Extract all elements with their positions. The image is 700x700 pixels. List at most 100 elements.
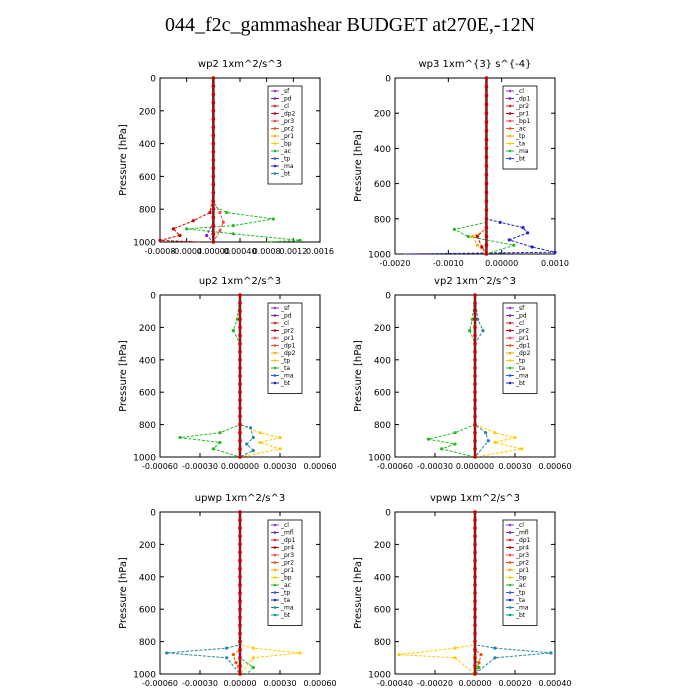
legend-marker [508, 149, 512, 153]
legend-label: _mfl [280, 530, 294, 537]
zero-profile-marker [473, 558, 477, 563]
zero-profile-marker [211, 240, 216, 244]
legend-label: _pr3 [280, 118, 294, 125]
zero-profile-marker [473, 518, 477, 522]
zero-profile-marker [473, 615, 477, 620]
legend-marker [508, 538, 512, 542]
y-tick-label: 1000 [133, 239, 156, 249]
legend-box [267, 519, 303, 626]
legend-marker [273, 591, 277, 594]
y-tick-label: 200 [374, 110, 391, 120]
y-axis-label: Pressure [hPa] [353, 340, 364, 412]
legend-label: _pr1 [515, 335, 529, 342]
legend-label: _pr1 [280, 335, 294, 342]
series-point [470, 317, 474, 321]
legend-marker [273, 351, 277, 355]
legend-marker [273, 314, 277, 317]
series-point [466, 234, 470, 238]
zero-profile-marker [238, 591, 242, 595]
series-point [475, 234, 479, 238]
x-tick-label: -0.00060 [377, 462, 413, 471]
series-point [225, 656, 229, 660]
y-tick-label: 800 [139, 421, 156, 431]
zero-profile-marker [238, 518, 242, 522]
series-point [178, 435, 182, 440]
y-tick-label: 200 [374, 324, 391, 334]
legend-marker [273, 606, 277, 609]
zero-profile-marker [211, 182, 216, 187]
zero-profile-marker [473, 333, 477, 338]
series-point [512, 243, 516, 247]
zero-profile-marker [473, 374, 477, 378]
y-axis-label: Pressure [hPa] [118, 557, 129, 629]
zero-profile-marker [473, 439, 477, 443]
zero-profile-marker [473, 390, 477, 395]
zero-profile-marker [238, 366, 242, 370]
x-tick-label: 0.00000 [223, 679, 256, 688]
zero-profile-marker [211, 223, 216, 228]
zero-profile-marker [473, 398, 477, 403]
figure-title: 044_f2c_gammashear BUDGET at270E,-12N [164, 14, 536, 36]
zero-profile-marker [238, 558, 242, 563]
legend-marker [273, 523, 277, 527]
x-tick-label: -0.00030 [182, 462, 218, 471]
zero-profile-marker [484, 181, 489, 186]
zero-profile-marker [238, 599, 242, 603]
legend-label: _ac [515, 126, 526, 133]
legend-label: _cl [280, 103, 289, 110]
zero-profile-marker [238, 293, 242, 297]
legend-marker [508, 344, 512, 347]
x-tick-label: -0.00030 [182, 679, 218, 688]
y-tick-label: 0 [385, 509, 391, 519]
zero-profile-marker [484, 190, 489, 195]
zero-profile-marker [238, 510, 242, 514]
legend-marker [273, 366, 277, 370]
zero-profile-marker [238, 390, 242, 395]
zero-profile-marker [484, 146, 489, 151]
zero-profile-marker [211, 133, 216, 138]
legend-marker [273, 344, 277, 347]
series-point [530, 245, 534, 249]
chart-title: wp2 1xm^2/s^3 [198, 59, 282, 70]
legend-marker [273, 157, 277, 160]
zero-profile-marker [473, 583, 477, 587]
x-tick-label: 0.00060 [303, 679, 336, 688]
legend-label: _sf [280, 305, 290, 312]
legend-marker [508, 613, 512, 617]
zero-profile-marker [473, 358, 477, 362]
series-point [158, 238, 162, 242]
zero-profile-marker [211, 199, 216, 203]
y-tick-label: 200 [374, 541, 391, 551]
zero-profile-marker [238, 672, 242, 676]
legend-label: _dp1 [515, 96, 531, 103]
zero-profile-marker [484, 243, 489, 247]
y-tick-label: 200 [139, 107, 156, 117]
zero-profile-marker [473, 422, 477, 427]
x-tick-label: -0.00030 [417, 462, 453, 471]
legend-label: _pr4 [515, 545, 529, 552]
legend-marker [273, 329, 277, 332]
legend-label: _pd [515, 313, 527, 320]
y-tick-label: 600 [374, 389, 391, 399]
zero-profile-marker [211, 100, 216, 105]
series-point [221, 220, 225, 224]
series-point [251, 448, 255, 453]
chart-title: wp3 1xm^{3} s^{-4} [418, 59, 531, 70]
y-tick-label: 400 [139, 356, 156, 366]
legend-label: _dp1 [515, 343, 531, 350]
zero-profile-marker [473, 599, 477, 603]
zero-profile-marker [238, 647, 242, 652]
legend: _sf_pd_cl_pr2_pr1_dp1_dp2_tp_ta_ma_bt [502, 302, 538, 394]
x-tick-label: -0.0008 [145, 247, 176, 256]
zero-profile-marker [238, 631, 242, 636]
zero-profile-marker [238, 301, 242, 305]
zero-profile-marker [484, 208, 489, 212]
y-tick-label: 400 [374, 145, 391, 155]
zero-profile-marker [473, 623, 477, 628]
series-point [453, 656, 457, 660]
series-point [249, 426, 253, 430]
y-tick-label: 1000 [133, 454, 156, 464]
y-axis-label: Pressure [hPa] [353, 557, 364, 629]
zero-profile-marker [238, 550, 242, 555]
